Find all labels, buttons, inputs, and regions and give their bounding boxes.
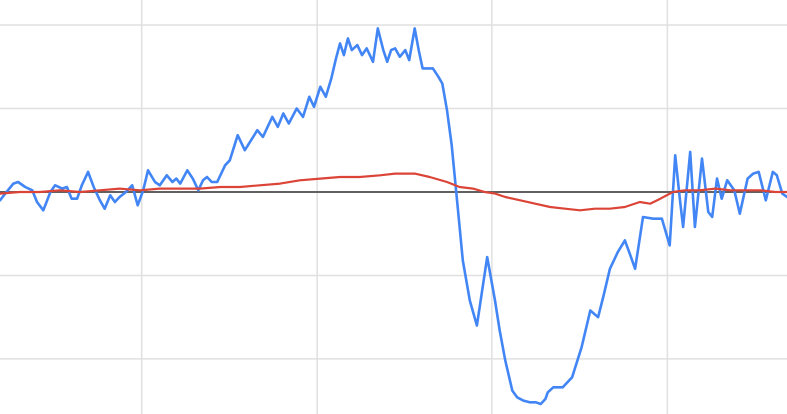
blue-series-line — [0, 27, 787, 406]
red-series-line — [0, 172, 787, 212]
